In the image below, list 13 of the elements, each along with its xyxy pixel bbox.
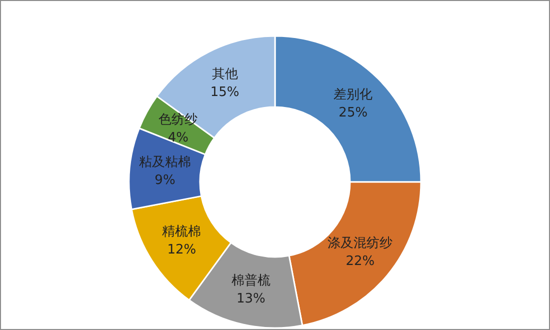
slice-label: 粘及粘棉 [138,155,191,170]
data-label: 15% [210,85,240,100]
data-label: 9% [154,173,176,188]
data-label: 22% [346,254,375,269]
data-label: 12% [167,242,196,258]
slice-label: 其他 [212,67,238,82]
data-label: 13% [236,291,266,306]
slice-label: 棉普梳 [231,272,270,288]
data-label: 4% [168,130,188,146]
slice-label: 精梳棉 [162,224,202,240]
slice-label: 涤及混纺纱 [328,236,393,251]
data-label: 25% [338,105,368,120]
slice-label: 差别化 [334,87,373,102]
